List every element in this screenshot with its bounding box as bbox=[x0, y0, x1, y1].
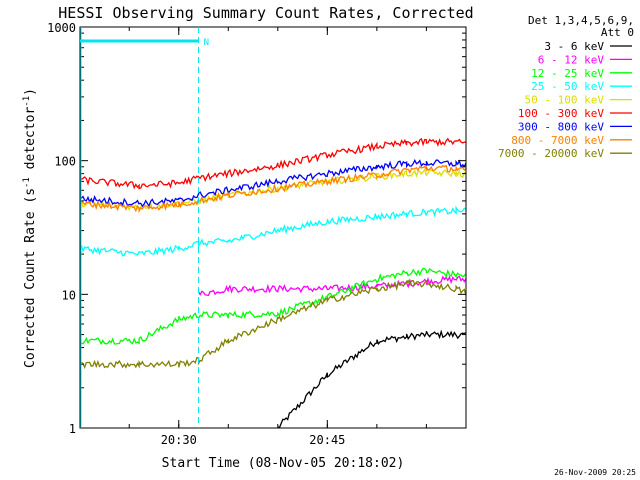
y-tick-label-2: 100 bbox=[54, 155, 76, 169]
series-line-5 bbox=[81, 137, 467, 190]
legend-header-line2: Att 0 bbox=[601, 26, 634, 39]
y-tick-label-0: 1 bbox=[69, 422, 76, 436]
series-line-6 bbox=[80, 158, 467, 208]
axes: 20:30 20:45 1 10 100 1000 bbox=[47, 21, 466, 447]
timestamp: 26-Nov-2009 20:25 bbox=[554, 468, 636, 477]
y-axis-label-mid: detector bbox=[23, 107, 38, 178]
series-line-0 bbox=[277, 329, 467, 429]
chart-title: HESSI Observing Summary Count Rates, Cor… bbox=[58, 4, 473, 22]
series-line-1 bbox=[198, 275, 467, 297]
series-line-4 bbox=[80, 168, 467, 212]
y-axis-label: Corrected Count Rate (s-1 detector-1) bbox=[22, 88, 38, 368]
x-axis-label: Start Time (08-Nov-05 20:18:02) bbox=[162, 456, 405, 471]
y-axis-label-sup2: -1 bbox=[22, 96, 32, 107]
plot-frame bbox=[79, 26, 467, 429]
series-line-2 bbox=[81, 267, 467, 346]
night-flag-label: N bbox=[204, 38, 209, 48]
y-axis-label-end: ) bbox=[23, 88, 38, 96]
legend-label-1: 6 - 12 keV bbox=[538, 53, 605, 66]
legend-label-7: 800 - 7000 keV bbox=[511, 134, 604, 147]
legend-label-0: 3 - 6 keV bbox=[544, 40, 604, 53]
y-tick-label-3: 1000 bbox=[47, 21, 76, 35]
legend-label-2: 12 - 25 keV bbox=[531, 67, 604, 80]
y-axis-label-main: Corrected Count Rate (s bbox=[23, 188, 38, 368]
observing-flags: N bbox=[80, 27, 209, 428]
legend-label-5: 100 - 300 keV bbox=[518, 107, 604, 120]
y-axis-label-sup1: -1 bbox=[22, 177, 32, 188]
x-tick-label-1: 20:45 bbox=[309, 433, 345, 447]
series-line-3 bbox=[80, 205, 467, 257]
y-tick-label-1: 10 bbox=[62, 288, 76, 302]
chart-data-layer bbox=[80, 137, 467, 429]
legend-label-6: 300 - 800 keV bbox=[518, 120, 604, 133]
legend-label-3: 25 - 50 keV bbox=[531, 80, 604, 93]
legend-label-4: 50 - 100 keV bbox=[525, 94, 605, 107]
legend-header-line1: Det 1,3,4,5,6,9, bbox=[528, 14, 634, 27]
x-tick-label-0: 20:30 bbox=[161, 433, 197, 447]
series-line-7 bbox=[80, 164, 467, 214]
series-line-8 bbox=[81, 279, 467, 370]
legend-label-8: 7000 - 20000 keV bbox=[498, 147, 604, 160]
